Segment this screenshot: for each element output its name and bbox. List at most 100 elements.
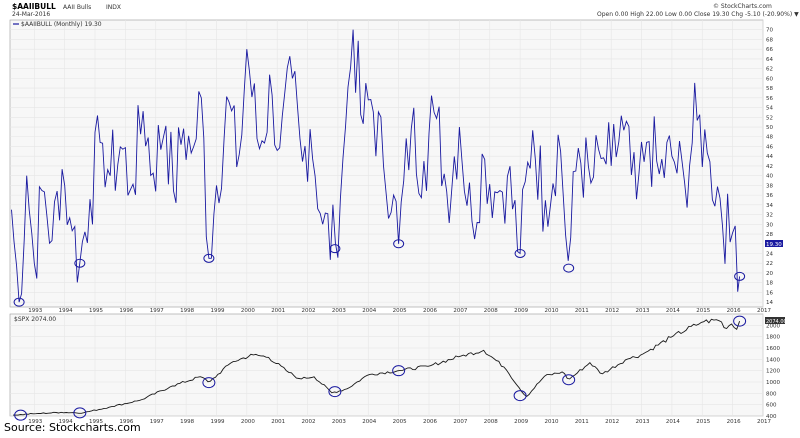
x-tick-label: 1997 — [150, 308, 164, 314]
last-value-label: 19.30 — [766, 242, 782, 248]
spx-x-tick-label: 2016 — [727, 419, 741, 425]
y-tick-label: 44 — [766, 154, 773, 160]
x-tick-label: 2000 — [241, 308, 255, 314]
x-tick-label: 1993 — [28, 308, 42, 314]
y-tick-label: 18 — [766, 281, 773, 287]
x-tick-label: 2006 — [423, 308, 437, 314]
spx-x-tick-label: 2010 — [544, 419, 558, 425]
sentiment-panel-background — [9, 19, 764, 308]
spx-lows-circles — [14, 315, 747, 421]
spx-x-tick-label: 2011 — [575, 419, 589, 425]
y-tick-label: 14 — [766, 300, 773, 306]
low-marker-circle — [393, 239, 405, 249]
last-value-badge — [765, 240, 783, 247]
x-tick-label: 1999 — [210, 308, 224, 314]
low-marker-circle — [563, 263, 575, 273]
sentiment-line — [11, 29, 741, 303]
y-tick-label: 1800 — [766, 335, 780, 341]
x-tick-label: 2008 — [484, 308, 498, 314]
x-tick-label: 2003 — [332, 308, 346, 314]
y-tick-label: 68 — [766, 37, 773, 43]
chart-name: AAII Bulls — [63, 4, 91, 11]
y-tick-label: 54 — [766, 106, 773, 112]
y-tick-label: 58 — [766, 86, 773, 92]
y-tick-label: 1400 — [766, 357, 780, 363]
sentiment-panel: 1416182022242628303234363840424446485052… — [9, 19, 783, 308]
y-tick-label: 32 — [766, 213, 773, 219]
low-marker-circle — [74, 258, 86, 268]
y-tick-label: 48 — [766, 135, 773, 141]
y-tick-label: 30 — [766, 222, 773, 228]
x-tick-label: 1994 — [59, 308, 73, 314]
spx-legend: $SPX 2074.00 — [14, 316, 56, 323]
low-marker-circle — [328, 386, 342, 398]
y-tick-label: 1000 — [766, 380, 780, 386]
spx-x-tick-label: 1993 — [28, 419, 42, 425]
x-tick-label: 2017 — [757, 308, 771, 314]
low-marker-circle — [392, 365, 406, 377]
spx-x-tick-label: 2015 — [696, 419, 710, 425]
low-marker-circle — [562, 374, 576, 386]
spx-x-tick-label: 1997 — [150, 419, 164, 425]
x-tick-label: 2009 — [514, 308, 528, 314]
spx-line — [13, 318, 741, 416]
x-tick-label: 1996 — [119, 308, 133, 314]
spx-x-tick-label: 1995 — [89, 419, 103, 425]
y-tick-label: 62 — [766, 67, 773, 73]
spx-y-ticks: 400 600 800 1000 1200 1400 1600 1800 2000 — [766, 323, 780, 420]
y-tick-label: 20 — [766, 271, 773, 277]
y-tick-label: 34 — [766, 203, 773, 209]
copyright-label: © StockCharts.com — [713, 3, 772, 10]
x-tick-label: 2013 — [636, 308, 650, 314]
x-tick-label: 2012 — [605, 308, 619, 314]
spx-panel: 400 600 800 1000 1200 1400 1600 1800 2000 2074.0… — [9, 313, 787, 421]
x-tick-label: 2011 — [575, 308, 589, 314]
y-tick-label: 56 — [766, 96, 773, 102]
spx-x-tick-label: 2000 — [241, 419, 255, 425]
y-tick-label: 36 — [766, 193, 773, 199]
spx-x-tick-label: 2002 — [302, 419, 316, 425]
spx-x-tick-label: 2004 — [362, 419, 376, 425]
y-tick-label: 2000 — [766, 323, 780, 329]
y-tick-label: 64 — [766, 57, 773, 63]
spx-x-tick-label: 1996 — [119, 419, 133, 425]
low-marker-circle — [514, 248, 526, 258]
y-tick-label: 42 — [766, 164, 773, 170]
spx-x-tick-label: 2001 — [271, 419, 285, 425]
x-tick-label: 1995 — [89, 308, 103, 314]
spx-x-axis-labels: 1993 1994 1995 1996 1997 1998 1999 2000 2001 2002… — [28, 419, 771, 425]
ohlc-readout: Open 0.00 High 22.00 Low 0.00 Close 19.3… — [597, 11, 799, 18]
low-marker-circle — [202, 377, 216, 389]
low-marker-circle — [733, 315, 747, 327]
spx-last-value-badge — [765, 317, 785, 324]
spx-x-tick-label: 2008 — [484, 419, 498, 425]
sentiment-lows-circles — [13, 239, 746, 307]
spx-x-tick-label: 2007 — [453, 419, 467, 425]
sentiment-y-ticks: 1416182022242628303234363840424446485052… — [766, 28, 773, 306]
x-tick-label: 2004 — [362, 308, 376, 314]
spx-x-tick-label: 2017 — [757, 419, 771, 425]
x-tick-label: 2001 — [271, 308, 285, 314]
x-tick-label: 2002 — [302, 308, 316, 314]
y-tick-label: 1600 — [766, 346, 780, 352]
y-tick-label: 66 — [766, 47, 773, 53]
x-tick-label: 2010 — [544, 308, 558, 314]
low-marker-circle — [14, 409, 28, 421]
low-marker-circle — [329, 244, 341, 254]
y-tick-label: 400 — [766, 414, 777, 420]
x-tick-label: 2016 — [727, 308, 741, 314]
y-tick-label: 52 — [766, 115, 773, 121]
sentiment-legend: $AAIIBULL (Monthly) 19.30 — [21, 21, 102, 28]
y-tick-label: 46 — [766, 144, 773, 150]
y-tick-label: 1200 — [766, 369, 780, 375]
spx-x-tick-label: 2012 — [605, 419, 619, 425]
spx-panel-background — [9, 313, 764, 417]
y-tick-label: 24 — [766, 251, 773, 257]
source-note: Source: Stockcharts.com — [4, 421, 141, 434]
spx-x-tick-label: 1994 — [59, 419, 73, 425]
y-tick-label: 38 — [766, 183, 773, 189]
y-tick-label: 22 — [766, 261, 773, 267]
spx-x-tick-label: 2006 — [423, 419, 437, 425]
x-axis-labels: 1993 1994 1995 1996 1997 1998 1999 2000 2001 2002… — [28, 308, 771, 314]
